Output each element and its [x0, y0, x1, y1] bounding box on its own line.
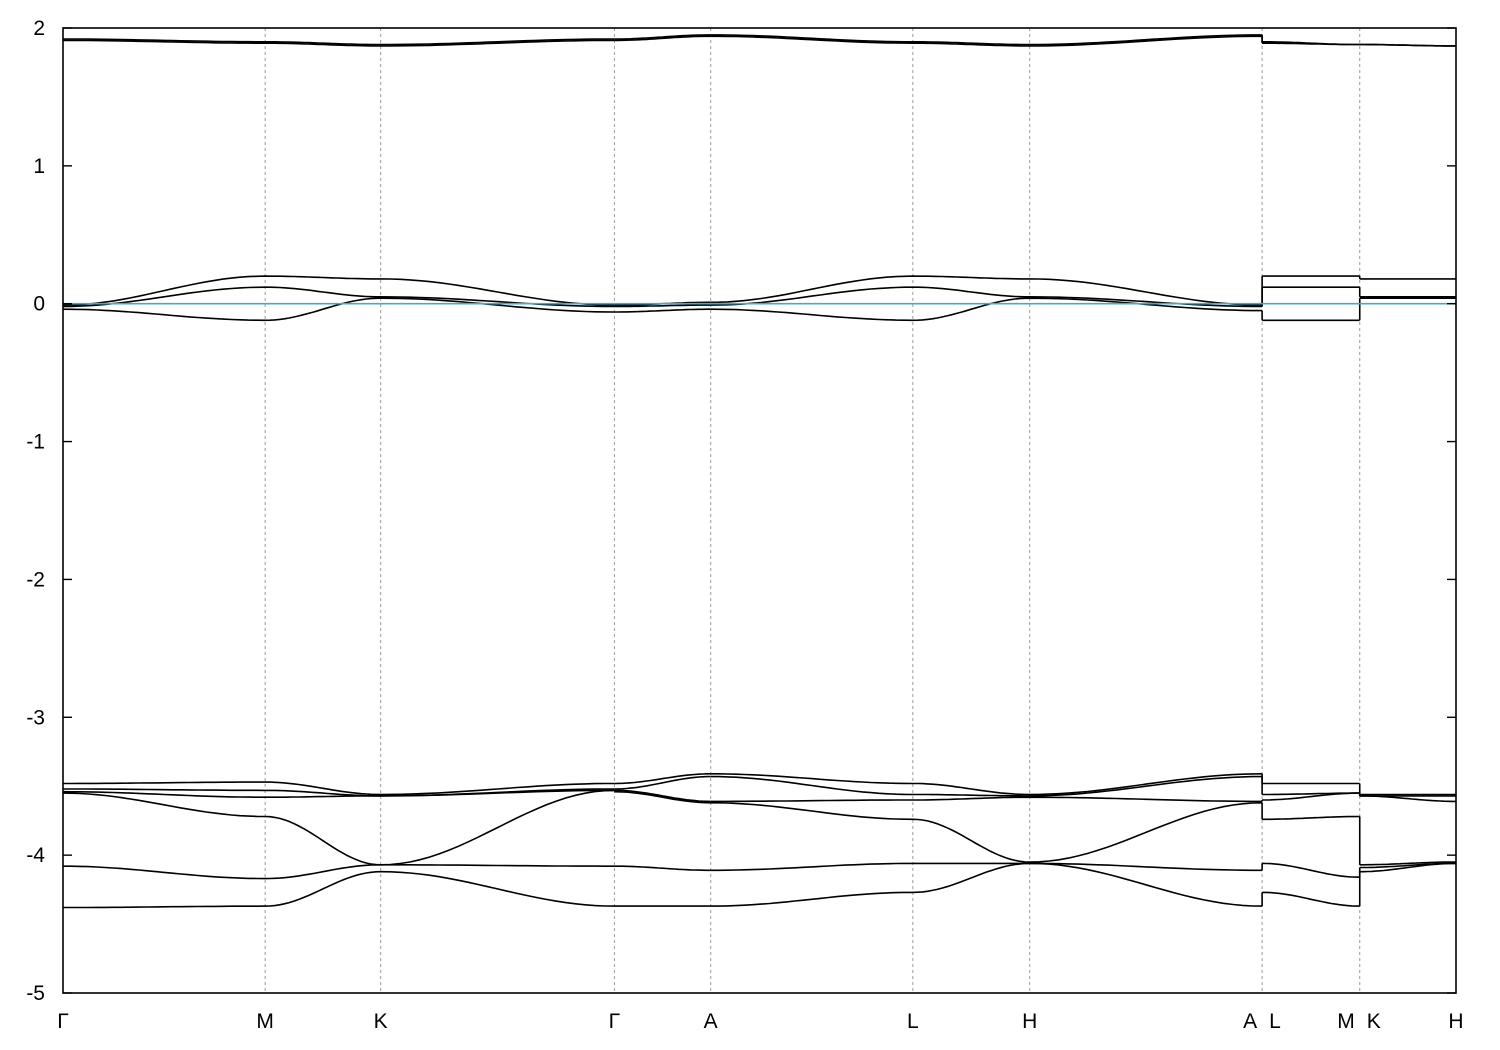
- band-curve: [710, 802, 1263, 863]
- band-curve: [62, 789, 615, 798]
- kpoint-label: Γ: [609, 1010, 621, 1033]
- high-symmetry-grid: [264, 28, 1361, 993]
- kpoint-label: K: [374, 1010, 388, 1033]
- y-tick-label: -1: [26, 431, 45, 454]
- band-curve: [62, 275, 615, 306]
- band-curve: [710, 34, 1263, 46]
- y-tick-label: -4: [26, 844, 45, 867]
- band-curve: [710, 796, 1263, 803]
- y-axis: 2 1 0 -1 -2 -3 -4 -5: [26, 17, 1456, 1005]
- kpoint-label: H: [1022, 1010, 1037, 1033]
- band-curve: [1262, 815, 1360, 821]
- kpoint-label: L: [1269, 1010, 1281, 1033]
- kpoint-label: A: [1243, 1010, 1257, 1033]
- band-curve: [614, 865, 711, 872]
- y-tick-label: -3: [26, 706, 45, 729]
- band-curve: [62, 789, 615, 866]
- band-curve: [63, 781, 615, 796]
- band-curve: [63, 864, 615, 880]
- band-curve: [1359, 861, 1456, 866]
- band-curve: [710, 297, 1263, 322]
- band-curve: [710, 286, 1263, 308]
- y-tick-label: 0: [33, 293, 45, 316]
- band-curve: [710, 773, 1263, 796]
- band-curve: [710, 862, 1263, 907]
- band-curve: [1359, 862, 1456, 873]
- band-curve: [614, 34, 711, 40]
- band-curve: [710, 275, 1263, 306]
- band-curve: [1359, 43, 1456, 47]
- band-curve: [614, 773, 711, 785]
- kpoint-label: Γ: [57, 1010, 69, 1033]
- y-tick-label: -5: [26, 982, 45, 1005]
- kpoint-label: M: [1337, 1010, 1355, 1033]
- band-curve: [1262, 42, 1360, 46]
- band-curve: [1262, 792, 1360, 801]
- kpoint-label: K: [1367, 1010, 1381, 1033]
- band-curve: [614, 789, 711, 803]
- band-lines: [62, 34, 1456, 909]
- kpoint-label: H: [1448, 1010, 1463, 1033]
- band-curve: [710, 775, 1263, 797]
- kpoint-label: L: [907, 1010, 919, 1033]
- band-curve: [1262, 891, 1360, 907]
- kpoint-label: M: [256, 1010, 274, 1033]
- y-tick-label: 2: [33, 17, 45, 40]
- band-curve: [63, 870, 615, 909]
- band-curve: [614, 35, 711, 42]
- plot-frame: [62, 27, 1457, 994]
- band-curve: [614, 304, 711, 308]
- y-tick-label: 1: [33, 155, 45, 178]
- band-curve: [1359, 795, 1456, 803]
- band-curve: [63, 38, 615, 46]
- band-curve: [62, 297, 615, 322]
- kpoint-label: A: [704, 1010, 718, 1033]
- band-curve: [63, 39, 615, 47]
- band-curve: [1262, 862, 1360, 878]
- band-curve: [614, 790, 711, 804]
- band-curve: [62, 286, 615, 308]
- band-curve: [614, 308, 711, 313]
- band-curve: [710, 862, 1263, 872]
- band-curve: [710, 35, 1263, 47]
- band-curve: [614, 775, 711, 790]
- y-tick-label: -2: [26, 568, 45, 591]
